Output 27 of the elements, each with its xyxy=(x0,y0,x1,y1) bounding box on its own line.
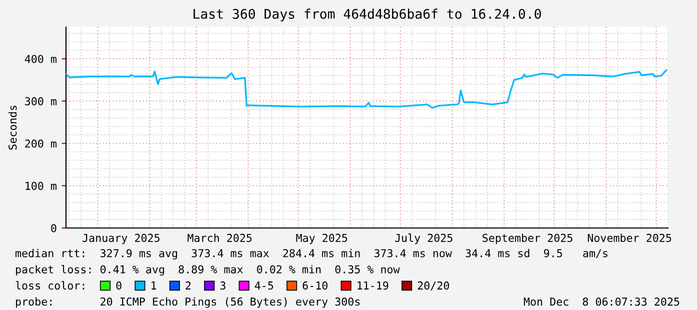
y-tick-label: 400 m xyxy=(24,54,56,64)
y-tick-label: 100 m xyxy=(26,182,56,190)
line-series xyxy=(66,69,668,109)
legend-label: 6-10 xyxy=(302,281,328,290)
legend-label: 2 xyxy=(186,281,191,290)
legend-label: 0 xyxy=(116,281,122,290)
x-tick-label: May 2025 xyxy=(296,234,348,244)
legend-label: 1 xyxy=(152,282,156,290)
y-tick-label: 0 xyxy=(51,224,56,232)
x-tick-label: July 2025 xyxy=(395,234,452,244)
legend-title: loss color: xyxy=(16,281,84,290)
legend-label: 4-5 xyxy=(254,282,274,290)
x-tick-label: January 2025 xyxy=(82,234,160,244)
text: packet loss: 0.41 % avg 8.89 % max 0.02 % min 0.35 % now xyxy=(16,265,400,276)
text: probe: 20 ICMP Echo Pings (56 Bytes) every 300s xyxy=(16,297,360,308)
x-tick-label: March 2025 xyxy=(188,234,252,242)
legend-label: 3 xyxy=(220,281,226,290)
y-axis-title: Seconds xyxy=(8,106,17,150)
legend-label: 11-19 xyxy=(358,281,388,290)
x-tick-label: September 2025 xyxy=(482,234,572,244)
y-tick-label: 200 m xyxy=(25,139,56,148)
text: Mon Dec 8 06:07:33 2025 xyxy=(524,298,680,306)
text: median rtt: 327.9 ms avg 373.4 ms max 284.4 ms min 373.4 ms now 34.4 ms sd 9.5 am/s xyxy=(16,248,608,260)
chart-title: Last 360 Days from 464d48b6ba6f to 16.24.0.0 xyxy=(194,8,541,22)
x-tick-label: November 2025 xyxy=(588,234,672,242)
y-tick-label: 300 m xyxy=(25,97,56,106)
legend-label: 20/20 xyxy=(418,281,450,290)
